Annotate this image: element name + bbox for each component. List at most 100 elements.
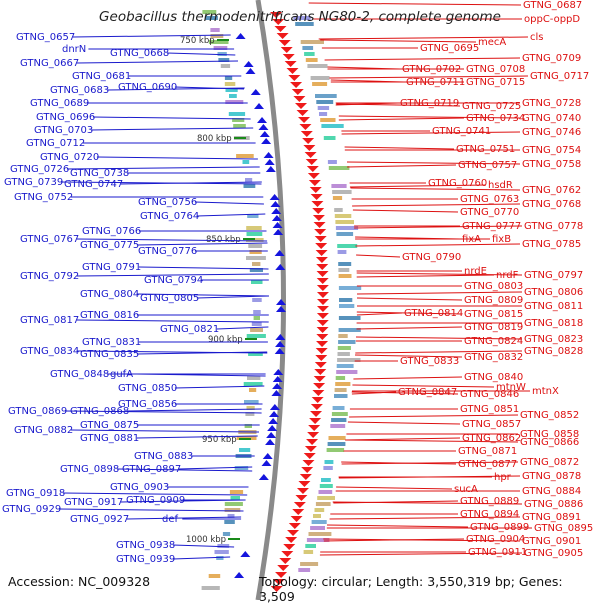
right-feature-block (308, 532, 332, 536)
right-gene-label: GTNG_0728 (522, 98, 581, 109)
gene-arrow-right (283, 544, 296, 550)
right-feature-block (323, 466, 333, 470)
gene-arrow-right (316, 264, 329, 270)
gene-arrow-left (274, 250, 285, 256)
gene-arrow-left (243, 61, 254, 67)
left-gene-label: GTNG_0938 (116, 540, 175, 551)
left-gene-label: GTNG_0756 (138, 197, 197, 208)
right-gene-label: GTNG_0832 (464, 352, 523, 363)
left-feature-block (225, 100, 244, 104)
right-feature-block (319, 484, 333, 488)
gene-arrow-right (272, 19, 285, 25)
right-feature-block (300, 40, 324, 44)
left-feature-block (248, 244, 263, 248)
left-gene-label: GTNG_0903 (110, 482, 169, 493)
right-feature-block (324, 460, 334, 464)
right-label-leader (320, 39, 477, 43)
gene-arrow-left (265, 439, 276, 445)
gene-arrow-left (263, 152, 274, 158)
right-gene-label: GTNG_0740 (522, 113, 581, 124)
right-gene-label: GTNG_0904 (466, 534, 525, 545)
right-label-leader (341, 461, 519, 465)
gene-arrow-right (284, 61, 297, 67)
right-label-leader (308, 2, 522, 6)
gene-arrow-left (272, 376, 283, 382)
gene-arrow-left (258, 124, 269, 130)
gene-arrow-right (286, 68, 299, 74)
gene-arrow-right (316, 306, 329, 312)
left-feature-block (243, 382, 263, 386)
left-feature-block (208, 574, 221, 578)
gene-arrow-left (269, 411, 280, 417)
left-feature-block (217, 52, 227, 56)
gene-arrow-right (277, 565, 290, 571)
gene-arrow-right (313, 383, 326, 389)
right-feature-block (338, 286, 362, 290)
left-feature-block (249, 268, 263, 272)
right-gene-label: GTNG_0709 (522, 53, 581, 64)
right-feature-block (331, 418, 347, 422)
right-feature-block (332, 406, 345, 410)
right-label-leader (326, 524, 469, 528)
left-label-leader (196, 213, 266, 217)
left-gene-label: GTNG_0681 (72, 71, 131, 82)
left-label-leader (72, 34, 231, 38)
right-feature-block (335, 226, 359, 230)
gene-arrow-left (275, 299, 286, 305)
right-gene-label: GTNG_0746 (522, 127, 581, 138)
left-feature-block (201, 586, 220, 590)
left-gene-label: GTNG_0667 (20, 58, 79, 69)
left-feature-block (245, 412, 255, 416)
right-label-leader (349, 414, 519, 418)
accession-text: Accession: NC_009328 (8, 574, 151, 589)
gene-arrow-left (235, 33, 246, 39)
right-feature-block (327, 442, 346, 446)
right-gene-label: GTNG_0871 (458, 446, 517, 457)
right-gene-label: GTNG_0824 (464, 336, 523, 347)
left-feature-block (232, 118, 245, 122)
right-gene-label: GTNG_0760 (428, 178, 487, 189)
gene-arrow-right (301, 467, 314, 473)
right-gene-label: hsdR (488, 180, 513, 191)
gene-arrow-left (275, 341, 286, 347)
left-gene-label: GTNG_0927 (70, 514, 129, 525)
right-label-leader (319, 552, 523, 556)
gene-arrow-right (316, 271, 329, 277)
left-feature-block (224, 508, 241, 512)
gene-arrow-right (312, 390, 325, 396)
right-gene-label: GTNG_0886 (524, 499, 583, 510)
left-label-leader (62, 492, 248, 496)
left-feature-block (227, 514, 235, 518)
left-gene-label: GTNG_0821 (160, 324, 219, 335)
right-feature-block (304, 52, 315, 56)
gene-arrow-right (299, 124, 312, 130)
right-feature-block (330, 424, 346, 428)
left-feature-block (246, 226, 262, 230)
right-feature-block (293, 16, 311, 20)
left-gene-label: GTNG_0683 (50, 85, 109, 96)
gene-arrow-right (274, 26, 287, 32)
right-label-leader (338, 115, 521, 119)
gene-arrow-right (310, 194, 323, 200)
right-feature-block (335, 382, 351, 386)
left-label-leader (90, 127, 254, 131)
left-gene-label: GTNG_0794 (144, 275, 203, 286)
right-gene-label: GTNG_0905 (524, 548, 583, 559)
gene-arrow-right (303, 453, 316, 459)
right-gene-label: GTNG_0894 (460, 509, 519, 520)
left-feature-block (246, 256, 266, 260)
left-label-leader (172, 544, 235, 548)
right-label-leader (356, 297, 463, 301)
gene-arrow-right (307, 432, 320, 438)
right-gene-label: GTNG_0741 (432, 126, 491, 137)
left-gene-label: GTNG_0791 (82, 262, 141, 273)
gene-arrow-right (315, 250, 328, 256)
left-gene-label: GTNG_0817 (20, 315, 79, 326)
right-feature-block (317, 106, 330, 110)
right-feature-block (305, 544, 316, 548)
gene-arrow-right (304, 446, 317, 452)
left-feature-block (246, 334, 266, 338)
right-feature-block (307, 64, 328, 68)
left-feature-block (248, 352, 263, 356)
gene-arrow-left (272, 383, 283, 389)
